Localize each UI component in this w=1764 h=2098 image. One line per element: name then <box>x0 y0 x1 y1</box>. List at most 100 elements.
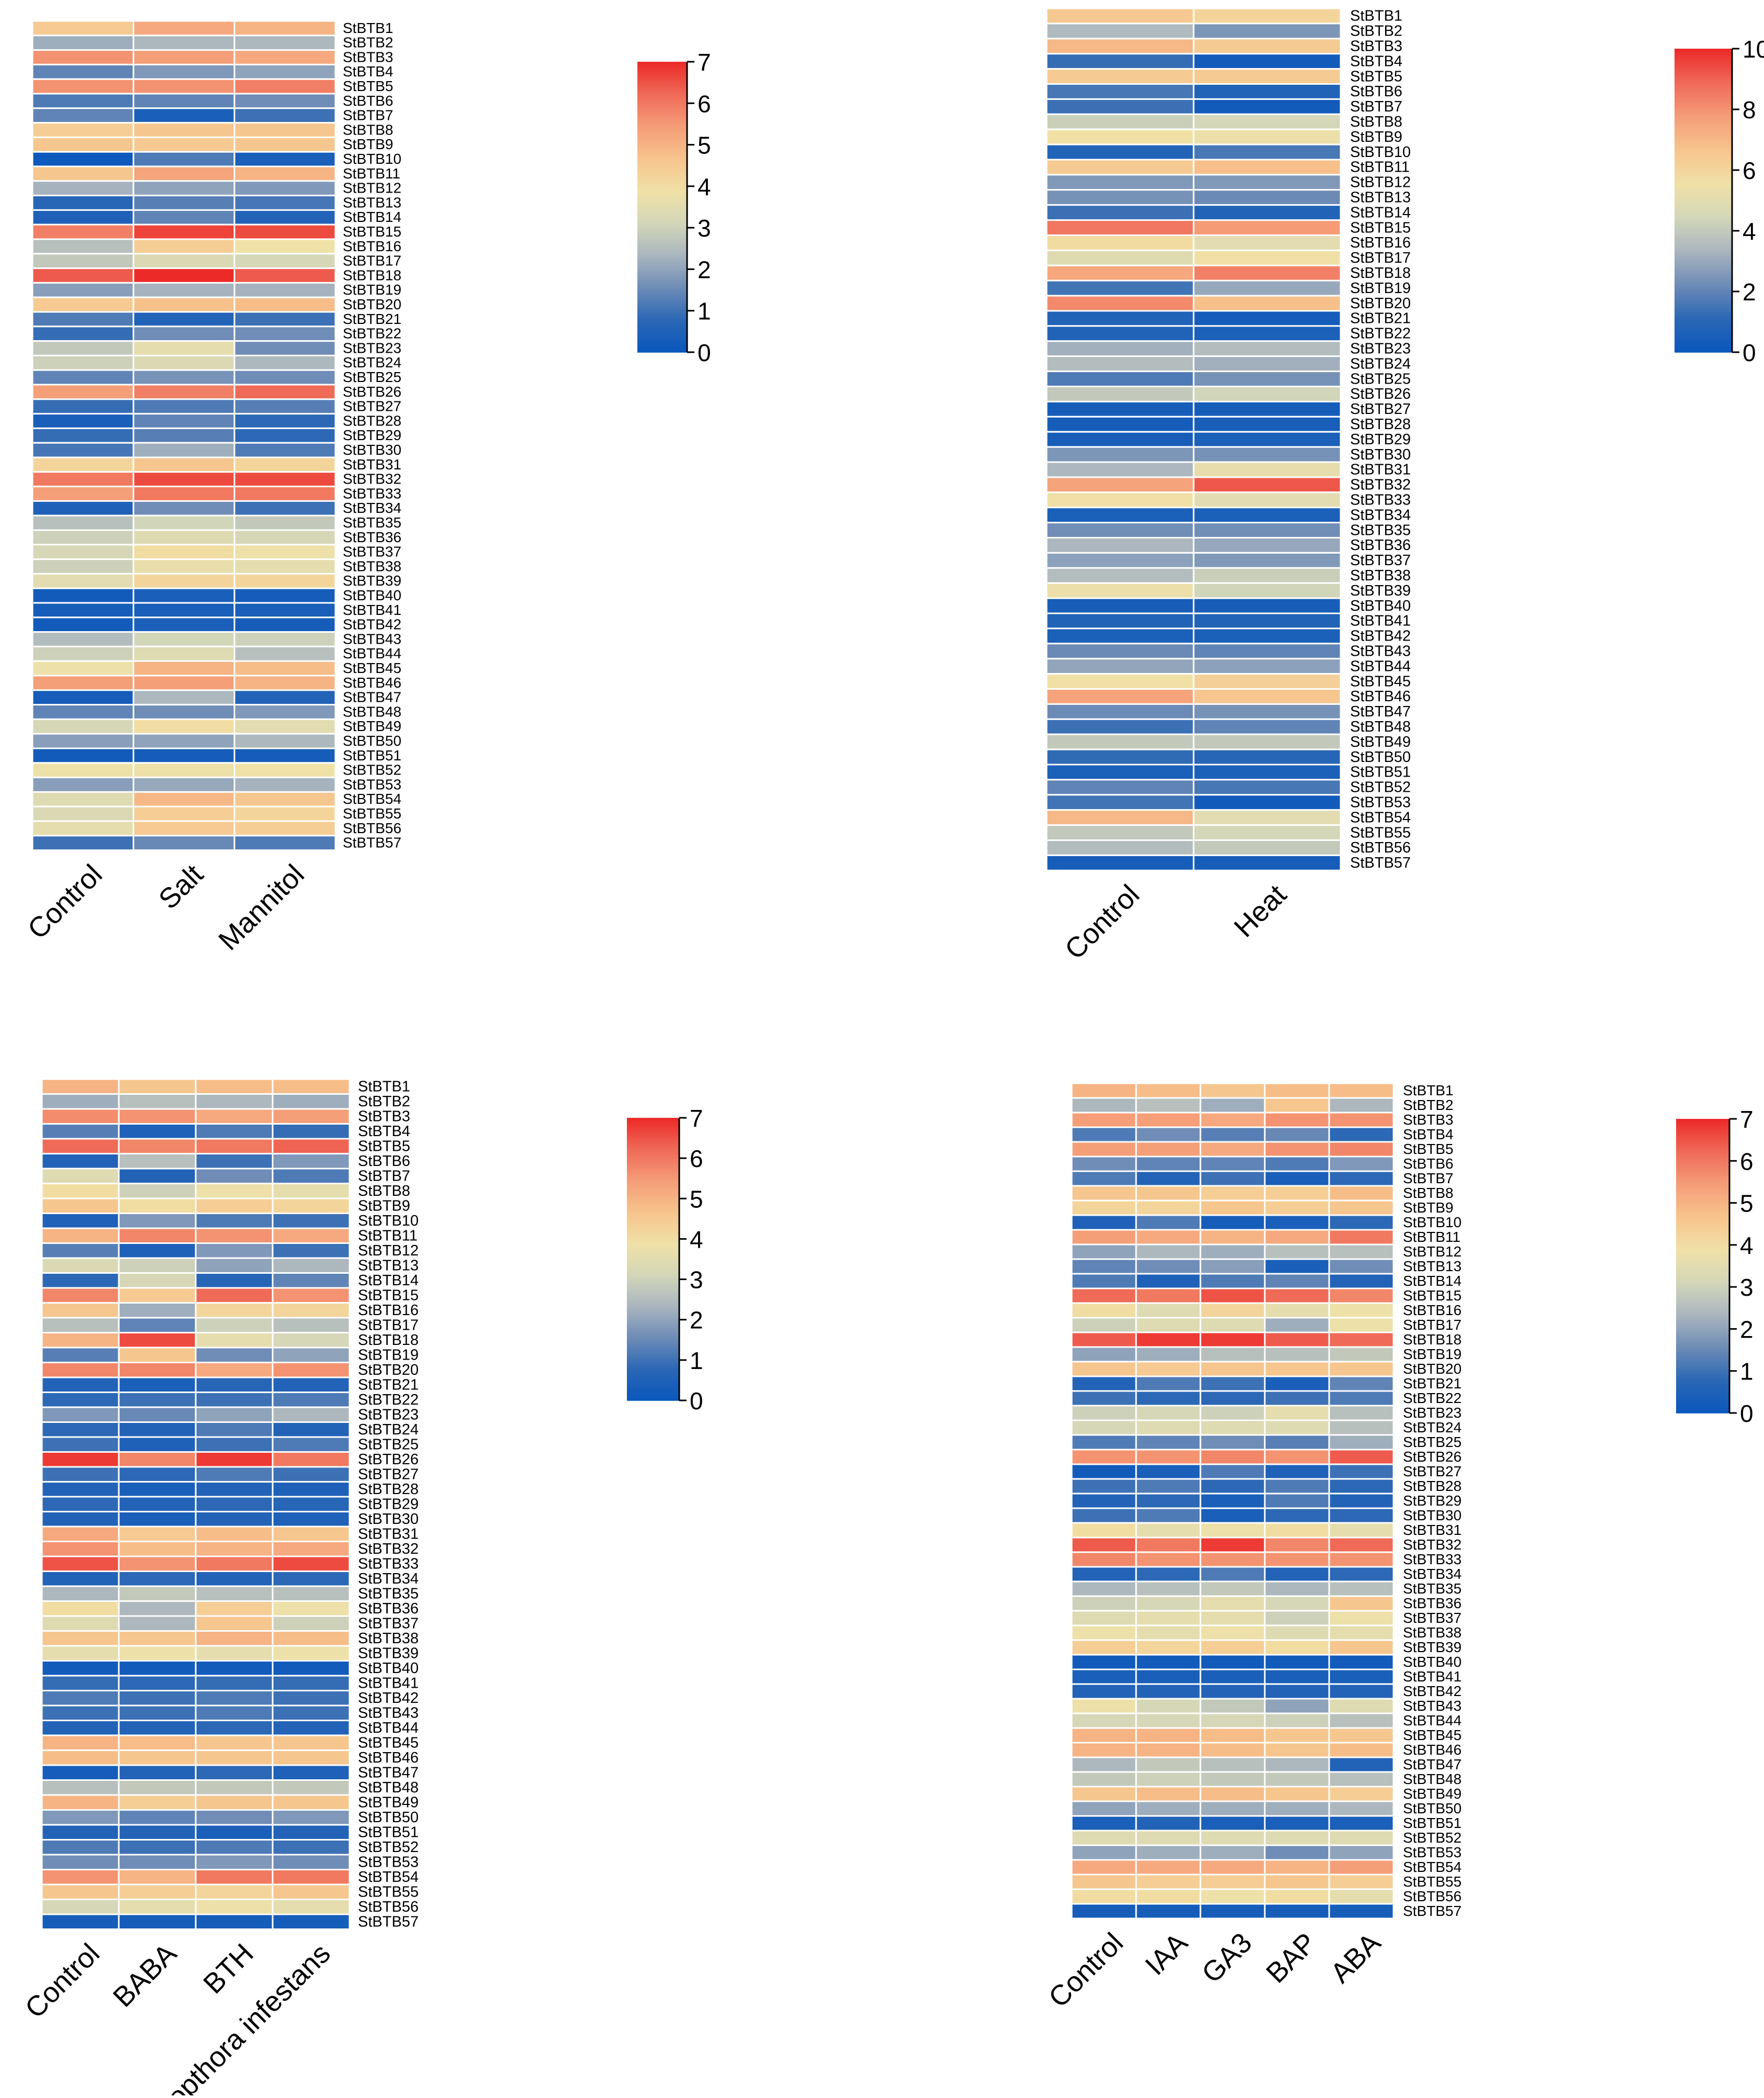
colorbar-strip-abiotic-95 <box>637 122 687 126</box>
colorbar-strip-abiotic-28 <box>637 284 687 287</box>
colorbar-strip-hormone-57 <box>1676 1273 1729 1276</box>
colorbar-strip-abiotic-78 <box>637 163 687 166</box>
heatmap-cell-biotic-r16-c2 <box>118 1302 197 1319</box>
heatmap-cell-heat-r49-c2 <box>1193 733 1342 750</box>
heatmap-cell-biotic-r21-c1 <box>41 1376 120 1393</box>
heatmap-cell-hormone-r5-c4 <box>1264 1141 1330 1158</box>
gene-label-heat-7: StBTB7 <box>1350 98 1402 115</box>
heatmap-cell-abiotic-r43-c1 <box>31 631 134 647</box>
gene-label-abiotic-5: StBTB5 <box>343 78 393 94</box>
heatmap-cell-hormone-r3-c2 <box>1135 1112 1201 1128</box>
colorbar-strip-biotic-18 <box>627 1358 679 1361</box>
heatmap-cell-hormone-r48-c3 <box>1199 1771 1266 1788</box>
colorbar-strip-heat-120 <box>1675 49 1732 52</box>
heatmap-cell-biotic-r39-c1 <box>41 1645 120 1662</box>
column-label-hormone-1: Control <box>1042 1927 1129 2014</box>
gene-label-hormone-2: StBTB2 <box>1403 1097 1453 1113</box>
heatmap-cell-heat-r44-c1 <box>1046 658 1195 675</box>
heatmap-cell-hormone-r54-c4 <box>1264 1859 1330 1876</box>
gene-label-abiotic-28: StBTB28 <box>343 412 401 429</box>
colorbar-strip-abiotic-48 <box>637 236 687 239</box>
colorbar-strip-hormone-18 <box>1676 1368 1729 1372</box>
colorbar-strip-abiotic-72 <box>637 178 687 181</box>
colorbar-strip-biotic-68 <box>627 1240 679 1243</box>
heatmap-cell-heat-r55-c2 <box>1193 824 1342 841</box>
gene-label-biotic-21: StBTB21 <box>358 1376 419 1393</box>
gene-label-abiotic-27: StBTB27 <box>343 398 401 414</box>
colorbar-strip-biotic-71 <box>627 1233 679 1236</box>
colorbar-strip-hormone-65 <box>1676 1253 1729 1257</box>
heatmap-cell-abiotic-r53-c3 <box>233 777 336 793</box>
colorbar-strip-heat-119 <box>1675 51 1732 54</box>
heatmap-cell-biotic-r19-c1 <box>41 1347 120 1363</box>
colorbar-strip-biotic-92 <box>627 1184 679 1187</box>
heatmap-cell-hormone-r18-c4 <box>1264 1331 1330 1348</box>
heatmap-cell-biotic-r33-c1 <box>41 1555 120 1572</box>
gene-label-heat-40: StBTB40 <box>1350 598 1411 614</box>
heatmap-cell-abiotic-r56-c3 <box>233 820 336 837</box>
heatmap-cell-biotic-r15-c1 <box>41 1287 120 1304</box>
heatmap-cell-abiotic-r43-c2 <box>132 631 235 647</box>
colorbar-strip-heat-104 <box>1675 89 1732 92</box>
colorbar-strip-hormone-101 <box>1676 1165 1729 1169</box>
gene-label-heat-8: StBTB8 <box>1350 114 1402 130</box>
heatmap-cell-biotic-r53-c2 <box>118 1854 197 1870</box>
colorbar-strip-heat-1 <box>1675 350 1732 353</box>
heatmap-cell-hormone-r27-c2 <box>1135 1463 1201 1480</box>
heatmap-cell-heat-r51-c1 <box>1046 764 1195 781</box>
heatmap-cell-abiotic-r29-c1 <box>31 427 134 444</box>
heatmap-cell-abiotic-r45-c1 <box>31 660 134 677</box>
heatmap-cell-heat-r24-c2 <box>1193 355 1342 373</box>
gene-label-biotic-11: StBTB11 <box>358 1227 418 1244</box>
colorbar-strip-biotic-36 <box>627 1316 679 1319</box>
heatmap-cell-abiotic-r33-c3 <box>233 486 336 502</box>
gene-label-hormone-14: StBTB14 <box>1403 1273 1462 1289</box>
heatmap-cell-abiotic-r5-c1 <box>31 78 134 95</box>
colorbar-strip-abiotic-4 <box>637 342 687 345</box>
heatmap-cell-hormone-r29-c2 <box>1135 1493 1201 1509</box>
heatmap-cell-hormone-r53-c3 <box>1199 1844 1266 1861</box>
heatmap-cell-hormone-r35-c5 <box>1328 1580 1395 1597</box>
heatmap-cell-hormone-r26-c1 <box>1071 1449 1137 1465</box>
heatmap-cell-biotic-r30-c4 <box>272 1511 351 1528</box>
heatmap-cell-abiotic-r23-c3 <box>233 340 336 356</box>
colorbar-strip-hormone-70 <box>1676 1241 1729 1244</box>
heatmap-cell-hormone-r57-c2 <box>1135 1903 1201 1920</box>
heatmap-cell-abiotic-r48-c3 <box>233 704 336 720</box>
heatmap-cell-hormone-r14-c3 <box>1199 1273 1266 1289</box>
heatmap-cell-hormone-r40-c5 <box>1328 1654 1395 1670</box>
heatmap-cell-hormone-r36-c3 <box>1199 1595 1266 1612</box>
colorbar-strip-heat-88 <box>1675 129 1732 133</box>
heatmap-cell-hormone-r7-c4 <box>1264 1170 1330 1187</box>
heatmap-cell-hormone-r4-c2 <box>1135 1126 1201 1143</box>
colorbar-strip-hormone-68 <box>1676 1246 1729 1250</box>
heatmap-cell-biotic-r11-c1 <box>41 1227 120 1244</box>
gene-label-biotic-26: StBTB26 <box>358 1451 419 1468</box>
colorbar-strip-abiotic-97 <box>637 117 687 120</box>
heatmap-cell-hormone-r46-c3 <box>1199 1742 1266 1758</box>
colorbar-strip-hormone-4 <box>1676 1403 1729 1406</box>
colorbar-strip-abiotic-38 <box>637 260 687 263</box>
heatmap-cell-abiotic-r34-c3 <box>233 500 336 517</box>
heatmap-cell-hormone-r4-c4 <box>1264 1126 1330 1143</box>
colorbar-strip-heat-37 <box>1675 259 1732 262</box>
heatmap-cell-hormone-r43-c5 <box>1328 1698 1395 1714</box>
colorbar-strip-heat-87 <box>1675 132 1732 136</box>
heatmap-cell-hormone-r55-c4 <box>1264 1873 1330 1890</box>
gene-label-biotic-43: StBTB43 <box>358 1704 419 1721</box>
colorbar-strip-heat-43 <box>1675 243 1732 246</box>
colorbar-strip-hormone-38 <box>1676 1320 1729 1323</box>
heatmap-cell-heat-r36-c2 <box>1193 537 1342 554</box>
gene-label-biotic-1: StBTB1 <box>358 1078 410 1095</box>
colorbar-strip-hormone-12 <box>1676 1383 1729 1387</box>
colorbar-strip-abiotic-34 <box>637 270 687 273</box>
heatmap-cell-biotic-r51-c2 <box>118 1824 197 1841</box>
gene-label-abiotic-19: StBTB19 <box>343 282 401 298</box>
colorbar-strip-hormone-73 <box>1676 1234 1729 1237</box>
colorbar-strip-hormone-19 <box>1676 1366 1729 1370</box>
heatmap-cell-heat-r10-c1 <box>1046 143 1195 161</box>
heatmap-cell-hormone-r32-c5 <box>1328 1536 1395 1553</box>
gene-label-heat-32: StBTB32 <box>1350 477 1411 493</box>
heatmap-cell-hormone-r5-c1 <box>1071 1141 1137 1158</box>
